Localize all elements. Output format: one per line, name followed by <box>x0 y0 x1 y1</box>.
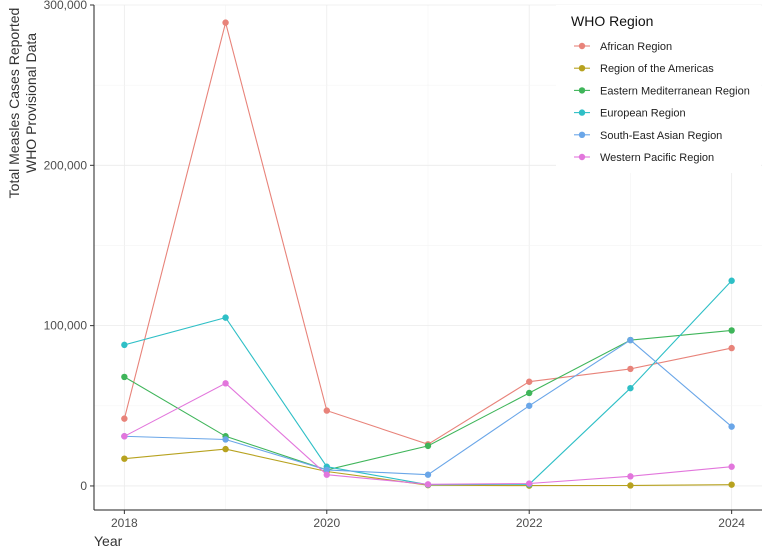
data-point-south-east-asian-region <box>222 436 229 443</box>
legend-item-african-region: African Region <box>574 41 672 53</box>
data-point-african-region <box>526 378 533 385</box>
legend-item-western-pacific-region: Western Pacific Region <box>574 152 714 164</box>
data-point-region-of-the-americas <box>627 482 634 489</box>
axes <box>90 4 762 514</box>
legend-item-european-region: European Region <box>574 108 686 120</box>
data-point-region-of-the-americas <box>728 481 735 488</box>
legend-key-point <box>578 131 586 138</box>
data-point-western-pacific-region <box>728 463 735 470</box>
data-point-western-pacific-region <box>121 433 128 440</box>
legend-label: Region of the Americas <box>600 63 714 75</box>
data-point-western-pacific-region <box>323 471 330 478</box>
legend-label: Eastern Mediterranean Region <box>600 85 750 97</box>
data-point-south-east-asian-region <box>526 402 533 409</box>
legend-title: WHO Region <box>571 13 653 29</box>
data-point-european-region <box>627 384 634 392</box>
data-point-eastern-mediterranean-region <box>121 373 128 381</box>
data-point-south-east-asian-region <box>424 471 432 478</box>
tick-labels: 2018 2020 2022 2024 0 100,000 200,000 300,000 <box>44 0 746 530</box>
data-point-western-pacific-region <box>424 481 432 488</box>
data-point-south-east-asian-region <box>627 336 634 344</box>
legend-item-region-of-the-americas: Region of the Americas <box>574 63 714 75</box>
y-tick-label: 100,000 <box>44 319 88 333</box>
legend-label: Western Pacific Region <box>600 152 714 164</box>
data-point-region-of-the-americas <box>121 455 128 462</box>
x-axis-title: Year <box>94 533 123 549</box>
data-point-eastern-mediterranean-region <box>424 442 432 450</box>
data-point-eastern-mediterranean-region <box>526 389 533 397</box>
legend: African Region Region of the Americas East… <box>574 41 750 164</box>
data-point-western-pacific-region <box>526 480 533 487</box>
y-axis-title-line-1: Total Measles Cases Reported <box>6 8 22 199</box>
legend-label: European Region <box>600 108 686 120</box>
data-point-african-region <box>121 415 128 422</box>
legend-key-point <box>578 42 586 50</box>
legend-background <box>556 5 761 173</box>
legend-key-point <box>578 109 586 116</box>
data-point-eastern-mediterranean-region <box>728 327 735 334</box>
y-tick-label: 0 <box>80 479 87 493</box>
series-lines <box>121 19 735 489</box>
x-tick-label: 2020 <box>313 516 340 530</box>
legend-label: African Region <box>600 41 672 53</box>
x-tick-label: 2018 <box>111 516 138 530</box>
data-point-region-of-the-americas <box>222 445 229 453</box>
legend-item-south-east-asian-region: South-East Asian Region <box>574 130 722 142</box>
data-point-african-region <box>728 344 735 352</box>
data-point-african-region <box>222 19 229 26</box>
data-point-african-region <box>323 407 330 414</box>
data-point-western-pacific-region <box>627 473 634 480</box>
data-point-african-region <box>627 365 634 373</box>
data-point-western-pacific-region <box>222 380 229 387</box>
data-point-european-region <box>121 341 128 349</box>
x-tick-label: 2024 <box>718 516 745 530</box>
legend-label: South-East Asian Region <box>600 130 722 142</box>
data-point-south-east-asian-region <box>323 466 330 474</box>
y-axis-title-line-2: WHO Provisional Data <box>23 33 39 173</box>
data-point-south-east-asian-region <box>728 423 735 430</box>
y-tick-label: 200,000 <box>44 158 88 172</box>
legend-key-point <box>578 65 586 72</box>
legend-key-point <box>578 153 586 161</box>
series-western-pacific-region <box>121 380 735 488</box>
x-tick-label: 2022 <box>516 516 543 530</box>
data-point-european-region <box>222 314 229 321</box>
y-tick-label: 300,000 <box>44 0 88 12</box>
legend-key-point <box>578 87 586 94</box>
legend-item-eastern-mediterranean-region: Eastern Mediterranean Region <box>574 85 750 97</box>
data-point-european-region <box>728 277 735 284</box>
